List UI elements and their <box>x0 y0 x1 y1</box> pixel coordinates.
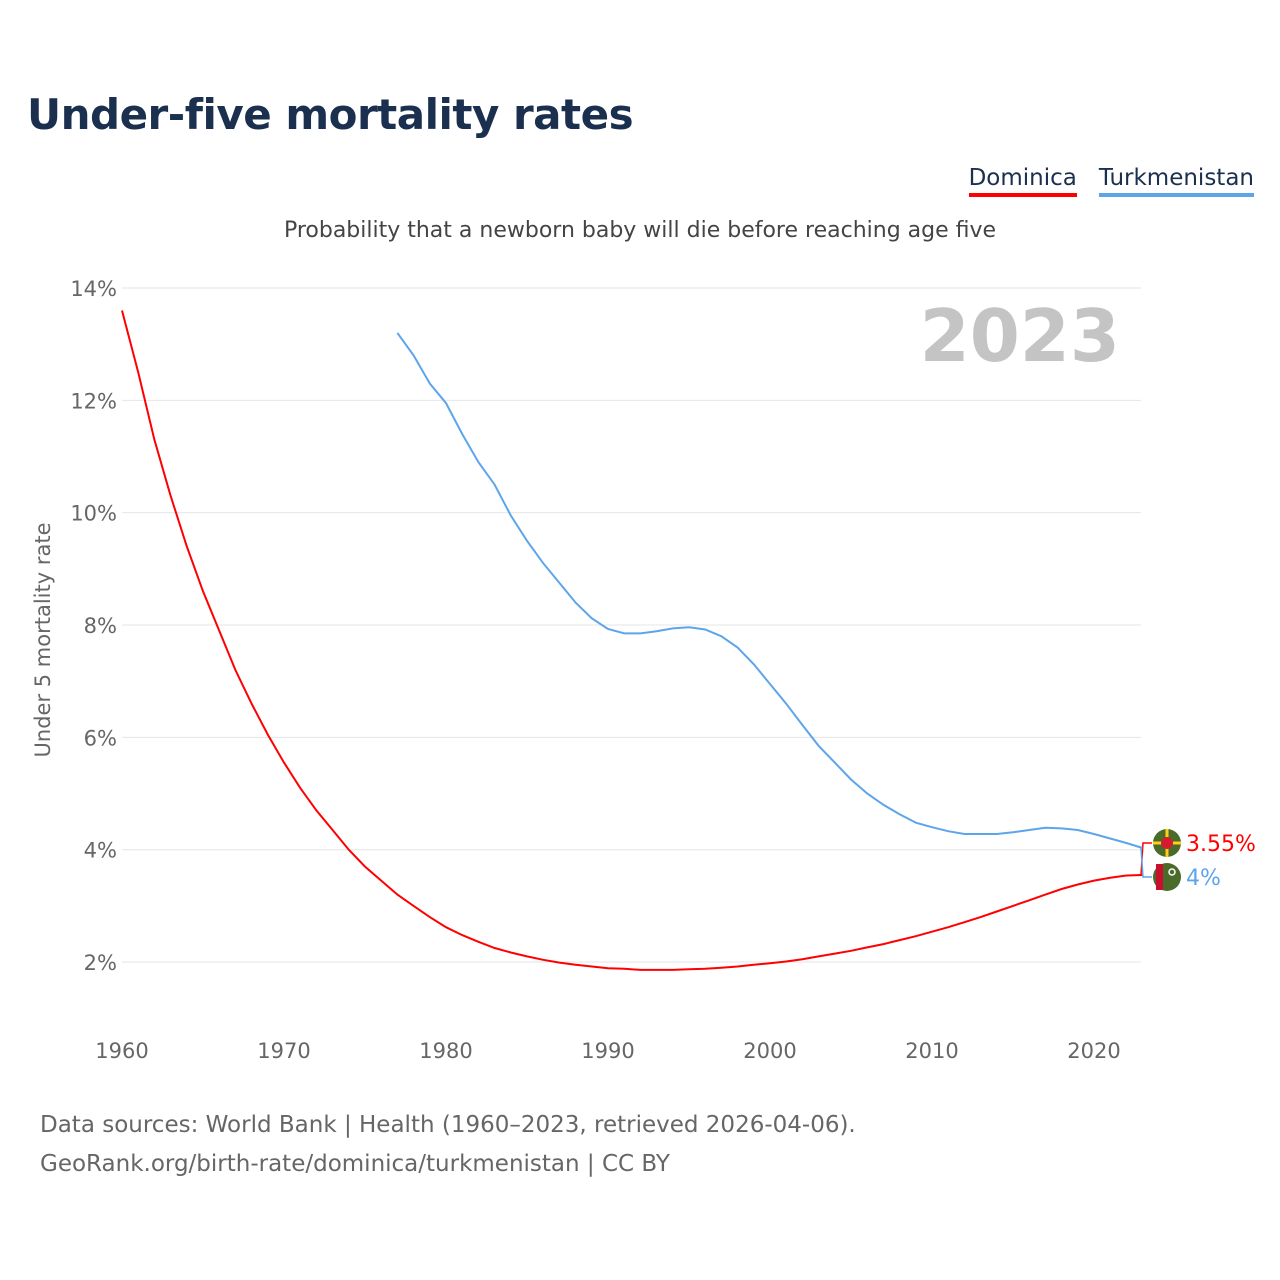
chart-subtitle: Probability that a newborn baby will die… <box>283 218 997 243</box>
x-tick-label: 1980 <box>419 1039 472 1063</box>
flag-stripe <box>1156 864 1163 890</box>
x-tick-label: 1960 <box>95 1039 148 1063</box>
y-tick-label: 14% <box>70 277 117 301</box>
footer-sources: Data sources: World Bank | Health (1960–… <box>40 1112 856 1138</box>
connector-line <box>1140 847 1152 878</box>
end-value-label: 3.55% <box>1186 832 1256 857</box>
x-tick-label: 2020 <box>1067 1039 1120 1063</box>
x-tick-label: 1970 <box>257 1039 310 1063</box>
y-tick-label: 10% <box>70 502 117 526</box>
series-line-turkmenistan <box>396 332 1143 849</box>
legend-dominica[interactable]: Dominica <box>968 165 1077 197</box>
y-axis-label: Under 5 mortality rate <box>31 523 55 758</box>
x-tick-label: 2000 <box>743 1039 796 1063</box>
y-tick-label: 4% <box>84 839 117 863</box>
y-tick-label: 2% <box>84 951 117 975</box>
y-tick-label: 8% <box>84 614 117 638</box>
y-tick-label: 12% <box>70 389 117 413</box>
x-tick-label: 2010 <box>905 1039 958 1063</box>
dominica-flag-icon <box>1153 829 1181 857</box>
legend: Dominica Turkmenistan <box>968 165 1254 197</box>
chart-title: Under-five mortality rates <box>27 90 634 139</box>
footer: Data sources: World Bank | Health (1960–… <box>40 1106 856 1184</box>
flag-disc <box>1161 837 1173 849</box>
year-watermark: 2023 <box>920 294 1120 378</box>
x-tick-label: 1990 <box>581 1039 634 1063</box>
flag-crescent <box>1168 868 1176 876</box>
end-value-label: 4% <box>1186 866 1221 891</box>
turkmenistan-flag-icon <box>1153 863 1181 891</box>
footer-url[interactable]: GeoRank.org/birth-rate/dominica/turkmeni… <box>40 1151 670 1177</box>
series-line-dominica <box>121 310 1143 971</box>
legend-turkmenistan[interactable]: Turkmenistan <box>1098 165 1254 197</box>
y-tick-label: 6% <box>84 726 117 750</box>
